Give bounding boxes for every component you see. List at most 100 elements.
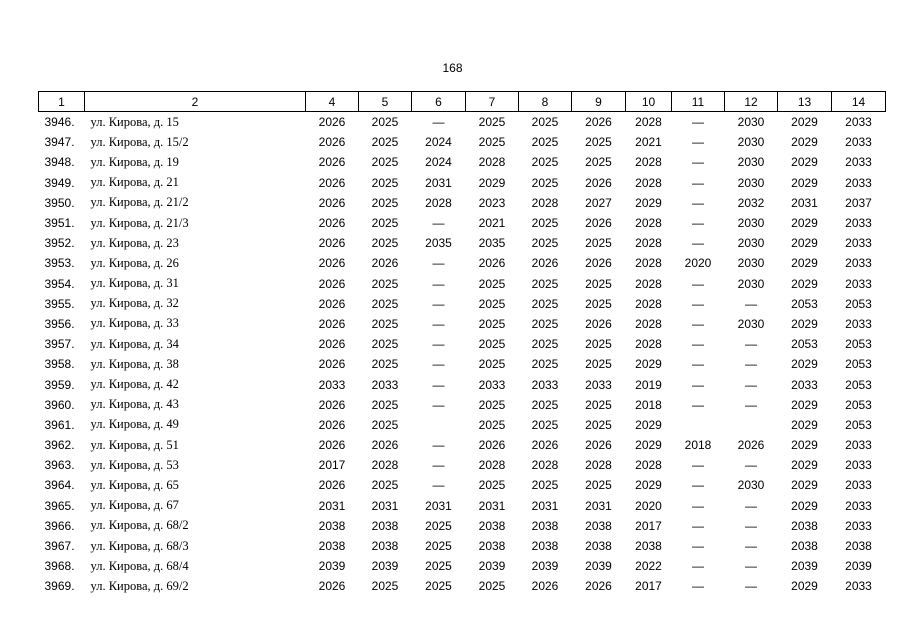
address: ул. Кирова, д. 67	[90, 498, 179, 513]
row-number: 3964.	[44, 478, 75, 493]
address: ул. Кирова, д. 68/4	[90, 558, 189, 573]
table-row: 3964. ул. Кирова, д. 65 2026 2025 — 2025 2025 2…	[39, 475, 886, 495]
year-cell: 2053	[791, 296, 818, 311]
year-cell: 2028	[371, 458, 399, 473]
header-cell: 8	[518, 91, 572, 112]
row-number: 3950.	[44, 195, 75, 210]
year-cell: 2030	[737, 135, 765, 150]
year-cell: —	[745, 539, 757, 554]
year-cell: 2017	[635, 518, 662, 533]
year-cell: 2026	[318, 236, 346, 251]
year-cell: 2031	[478, 498, 506, 513]
year-cell: —	[432, 377, 445, 392]
address: ул. Кирова, д. 43	[90, 397, 179, 412]
year-cell: 2029	[791, 579, 818, 594]
address: ул. Кирова, д. 23	[90, 235, 179, 250]
year-cell: 2025	[478, 357, 506, 372]
year-cell: 2038	[371, 539, 399, 554]
year-cell: 2026	[318, 195, 346, 210]
year-cell: —	[745, 357, 757, 372]
table-row: 3956. ул. Кирова, д. 33 2026 2025 — 2025 2025 2…	[39, 314, 886, 334]
header-cell: 2	[84, 91, 306, 112]
year-cell: —	[432, 316, 445, 331]
table-row: 3967. ул. Кирова, д. 68/3 2038 2038 2025 2038…	[39, 536, 886, 556]
year-cell: 2033	[845, 236, 872, 251]
year-cell: 2031	[425, 498, 452, 513]
header-cell: 4	[305, 91, 359, 112]
year-cell	[725, 415, 778, 435]
year-cell: 2025	[371, 135, 399, 150]
year-cell: 2029	[791, 478, 818, 493]
year-cell: —	[692, 296, 704, 311]
year-cell: 2039	[318, 559, 346, 574]
year-cell: 2026	[318, 216, 346, 231]
header-cell: 5	[358, 91, 412, 112]
year-cell: 2026	[318, 579, 346, 594]
year-cell: 2026	[318, 337, 346, 352]
year-cell: 2025	[425, 539, 452, 554]
year-cell: 2035	[425, 236, 452, 251]
year-cell: 2030	[737, 216, 765, 231]
row-number: 3951.	[44, 216, 75, 231]
year-cell: 2038	[635, 539, 662, 554]
table-row: 3962. ул. Кирова, д. 51 2026 2026 — 2026 2026 2…	[39, 435, 886, 455]
year-cell: 2033	[845, 276, 872, 291]
year-cell: 2025	[425, 518, 452, 533]
table-row: 3948. ул. Кирова, д. 19 2026 2025 2024 2028 20…	[39, 152, 886, 172]
year-cell: 2020	[635, 498, 662, 513]
year-cell: 2026	[585, 438, 612, 453]
year-cell: 2026	[531, 256, 559, 271]
year-cell: 2033	[585, 377, 612, 392]
year-cell: 2025	[585, 357, 612, 372]
row-number: 3969.	[44, 579, 75, 594]
year-cell: 2033	[845, 256, 872, 271]
year-cell: 2025	[371, 276, 399, 291]
year-cell: 2025	[531, 296, 559, 311]
year-cell: —	[692, 397, 704, 412]
year-cell: 2029	[791, 498, 818, 513]
year-cell: 2053	[791, 337, 818, 352]
table-row: 3966. ул. Кирова, д. 68/2 2038 2038 2025 2038…	[39, 516, 886, 536]
year-cell: 2025	[531, 478, 559, 493]
header-row: 1 2 4 5 6 7 8 9 10 11 12 13 14	[38, 91, 886, 112]
year-cell: 2025	[371, 478, 399, 493]
table-row: 3963. ул. Кирова, д. 53 2017 2028 — 2028 2028 2…	[39, 455, 886, 475]
year-cell: 2038	[371, 518, 399, 533]
table-row: 3955. ул. Кирова, д. 32 2026 2025 — 2025 2025 2…	[39, 294, 886, 314]
year-cell: 2020	[684, 256, 712, 271]
year-cell: —	[432, 256, 445, 271]
year-cell	[672, 415, 725, 435]
year-cell: 2025	[531, 276, 559, 291]
year-cell: —	[692, 579, 704, 594]
year-cell: 2032	[737, 195, 765, 210]
year-cell: 2033	[845, 316, 872, 331]
year-cell: 2018	[684, 438, 712, 453]
row-number: 3949.	[44, 175, 75, 190]
year-cell: 2030	[737, 316, 765, 331]
year-cell: 2029	[791, 397, 818, 412]
year-cell: 2025	[371, 397, 399, 412]
year-cell: 2025	[478, 276, 506, 291]
year-cell: 2038	[791, 518, 818, 533]
address: ул. Кирова, д. 38	[90, 356, 179, 371]
table-row: 3946. ул. Кирова, д. 15 2026 2025 — 2025 2025 2…	[39, 112, 886, 133]
year-cell: 2028	[635, 155, 662, 170]
year-cell: 2026	[371, 256, 399, 271]
address: ул. Кирова, д. 68/3	[90, 538, 189, 553]
address: ул. Кирова, д. 15/2	[90, 134, 189, 149]
row-number: 3960.	[44, 397, 75, 412]
year-cell: 2025	[371, 296, 399, 311]
row-number: 3963.	[44, 458, 75, 473]
address: ул. Кирова, д. 26	[90, 255, 179, 270]
year-cell: 2028	[635, 316, 662, 331]
year-cell: 2028	[531, 458, 559, 473]
year-cell: 2033	[845, 115, 872, 130]
year-cell: 2029	[791, 357, 818, 372]
year-cell: 2026	[585, 175, 612, 190]
year-cell: 2053	[845, 357, 872, 372]
year-cell: —	[692, 316, 704, 331]
year-cell: —	[692, 195, 704, 210]
year-cell: 2026	[585, 216, 612, 231]
year-cell: 2025	[371, 357, 399, 372]
year-cell: 2033	[845, 155, 872, 170]
